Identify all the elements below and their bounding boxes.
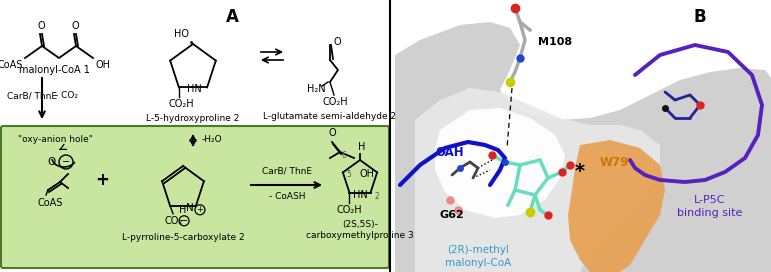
Text: CO₂H: CO₂H [322, 97, 348, 107]
FancyBboxPatch shape [1, 126, 389, 268]
Text: OH: OH [359, 169, 374, 180]
Text: HN: HN [353, 190, 368, 200]
Text: *: * [575, 162, 585, 181]
Text: CarB/ ThnE: CarB/ ThnE [7, 91, 57, 100]
Text: - CO₂: - CO₂ [55, 91, 78, 100]
Text: 6: 6 [342, 152, 346, 160]
Text: CO₂H: CO₂H [337, 205, 362, 215]
Text: HN: HN [187, 84, 202, 94]
Text: W79: W79 [600, 156, 629, 168]
Text: CO₂: CO₂ [165, 216, 183, 226]
Text: −: − [180, 216, 188, 226]
Text: HO: HO [174, 29, 189, 39]
Text: N: N [186, 203, 194, 213]
Text: 5: 5 [346, 170, 351, 179]
Text: G62: G62 [440, 210, 465, 220]
Text: CO₂H: CO₂H [168, 100, 194, 109]
Text: 2: 2 [375, 192, 379, 201]
Text: -H₂O: -H₂O [202, 135, 223, 144]
Text: H₂N: H₂N [308, 84, 326, 94]
Polygon shape [568, 140, 665, 272]
Text: L-P5C
binding site: L-P5C binding site [677, 195, 742, 218]
Text: O: O [37, 21, 45, 31]
Text: +: + [95, 171, 109, 189]
Text: L-5-hydroxyproline 2: L-5-hydroxyproline 2 [146, 114, 240, 123]
Text: O: O [71, 21, 79, 31]
Text: malonyl-CoA 1: malonyl-CoA 1 [19, 65, 89, 75]
Text: "oxy-anion hole": "oxy-anion hole" [18, 135, 93, 144]
Text: OH: OH [95, 60, 110, 70]
Text: OAH: OAH [435, 146, 463, 159]
Text: H: H [179, 205, 186, 215]
Text: O: O [334, 37, 342, 47]
Text: O: O [328, 128, 336, 138]
Text: (2R)-methyl
malonyl-CoA: (2R)-methyl malonyl-CoA [445, 245, 511, 268]
Text: CoAS: CoAS [37, 198, 62, 208]
Text: - CoASH: - CoASH [269, 192, 305, 201]
Text: L-glutamate semi-aldehyde 2: L-glutamate semi-aldehyde 2 [264, 112, 396, 121]
Text: A: A [226, 8, 238, 26]
Text: CoAS: CoAS [0, 60, 23, 70]
Text: CarB/ ThnE: CarB/ ThnE [262, 166, 312, 175]
Polygon shape [435, 108, 565, 218]
Text: L-pyrroline-5-carboxylate 2: L-pyrroline-5-carboxylate 2 [122, 233, 244, 242]
Text: O: O [48, 157, 56, 167]
Text: H: H [359, 142, 365, 152]
Polygon shape [415, 88, 660, 272]
Text: B: B [694, 8, 706, 26]
Text: +: + [197, 205, 204, 214]
Text: (2S,5S)-
carboxymethylproline 3: (2S,5S)- carboxymethylproline 3 [306, 220, 414, 240]
Text: M108: M108 [538, 37, 572, 47]
Text: −: − [62, 157, 70, 167]
Polygon shape [395, 22, 771, 272]
